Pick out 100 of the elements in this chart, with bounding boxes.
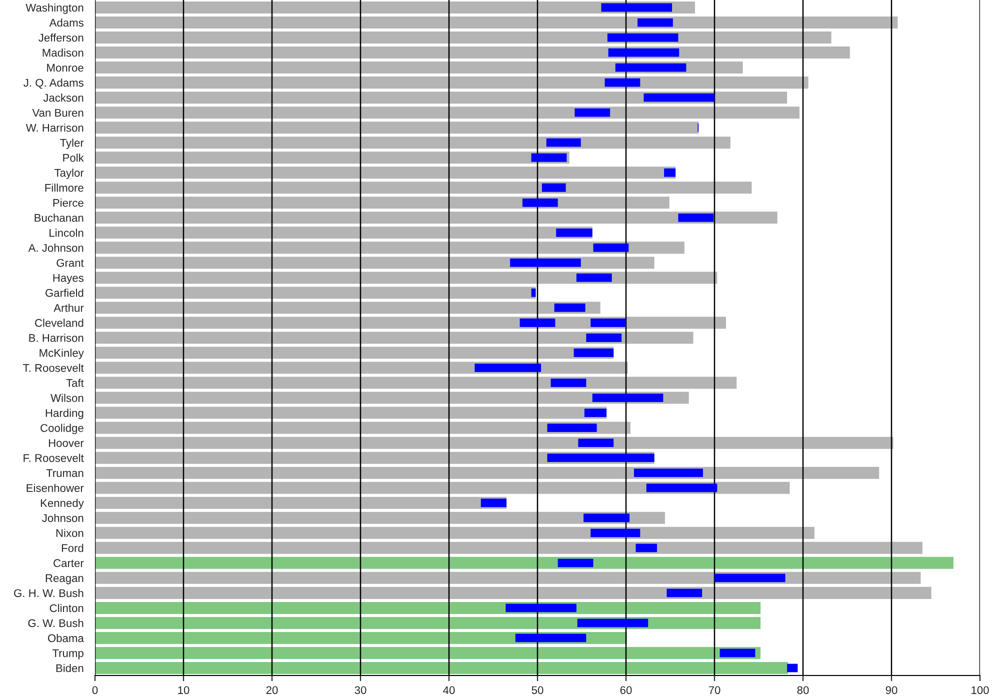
y-tick-label: Ford — [62, 544, 84, 552]
bar — [95, 272, 718, 284]
y-tick-label: Hayes — [53, 274, 84, 284]
bar — [474, 364, 542, 372]
y-tick-label: Fillmore — [45, 184, 84, 192]
bar — [644, 93, 714, 102]
bar — [590, 528, 640, 538]
y-tick-label: Truman — [46, 469, 84, 477]
bar — [95, 286, 536, 299]
y-tick-label: Nixon — [56, 528, 84, 538]
y-tick-label: T. Roosevelt — [23, 364, 84, 372]
y-tick-label: Tyler — [60, 138, 84, 149]
y-tick-label: Hoover — [48, 439, 84, 447]
y-tick-label: Wilson — [50, 394, 84, 402]
y-tick-label: Adams — [49, 18, 84, 27]
bar — [510, 258, 581, 267]
y-tick-label: Johnson — [42, 514, 84, 522]
bar — [95, 136, 730, 149]
bar — [480, 498, 507, 508]
bar — [522, 198, 558, 207]
y-tick-label: G. W. Bush — [28, 618, 84, 628]
bar — [95, 316, 726, 329]
y-tick-label: Harding — [46, 408, 84, 420]
bar — [95, 392, 689, 404]
bar — [95, 526, 815, 539]
bar — [636, 544, 657, 552]
y-tick-label: W. Harrison — [26, 124, 84, 132]
bar — [95, 212, 778, 224]
y-tick-label: Jefferson — [38, 34, 84, 42]
bar — [95, 182, 752, 194]
bar — [577, 618, 648, 628]
y-tick-label: F. Roosevelt — [24, 454, 84, 462]
bar — [601, 3, 672, 12]
bar — [95, 646, 761, 659]
bar — [607, 33, 678, 42]
bar — [584, 514, 630, 522]
bar — [678, 213, 714, 222]
y-tick-label: Taylor — [54, 168, 84, 179]
bar — [95, 166, 676, 179]
x-tick-label: 10 — [178, 686, 190, 694]
bar — [664, 168, 676, 177]
y-tick-label: Eisenhower — [26, 484, 84, 492]
x-tick-label: 80 — [797, 686, 809, 694]
bar — [95, 662, 788, 674]
bar — [558, 558, 594, 568]
y-tick-label: Carter — [54, 559, 84, 568]
bar — [638, 18, 673, 27]
bar — [554, 304, 586, 312]
x-tick-label: 20 — [266, 686, 278, 694]
bar — [95, 46, 850, 59]
bar — [531, 288, 536, 297]
x-tick-label: 70 — [708, 686, 720, 694]
y-tick-label: Monroe — [47, 64, 84, 72]
bar — [95, 106, 800, 119]
y-tick-label: Clinton — [50, 604, 84, 612]
bar — [574, 348, 614, 357]
bar — [515, 634, 586, 642]
x-tick-label: 100 — [972, 686, 989, 694]
bar — [604, 78, 640, 87]
bar — [95, 256, 654, 269]
bar — [95, 556, 954, 569]
bar — [578, 438, 614, 448]
y-tick-label: Jackson — [43, 94, 84, 102]
bar — [634, 468, 703, 478]
bar — [95, 226, 592, 239]
bar — [95, 466, 880, 479]
y-tick-label: Obama — [48, 634, 84, 642]
bar — [95, 32, 832, 44]
y-tick-label: Cleveland — [35, 318, 84, 327]
x-tick-label: 0 — [92, 686, 98, 694]
y-tick-label: Reagan — [46, 574, 84, 584]
y-tick-label: Biden — [56, 664, 84, 672]
bar — [592, 394, 664, 402]
bar — [95, 572, 921, 584]
bar — [584, 408, 607, 418]
bar — [720, 648, 756, 658]
bar — [666, 588, 702, 598]
bar — [95, 302, 600, 314]
bar — [576, 274, 612, 282]
bar — [556, 228, 592, 237]
bar — [95, 422, 630, 434]
bar — [787, 664, 798, 672]
bar — [714, 574, 786, 582]
bar — [542, 183, 566, 192]
x-tick-label: 30 — [354, 686, 366, 694]
y-tick-label: Coolidge — [40, 424, 84, 434]
y-tick-label: Washington — [26, 3, 84, 14]
bar — [506, 604, 576, 612]
bar — [646, 484, 718, 492]
bar — [574, 108, 610, 117]
y-tick-label: G. H. W. Bush — [14, 588, 84, 598]
bar — [95, 152, 570, 164]
y-tick-label: Trump — [52, 649, 84, 660]
bar — [547, 454, 654, 462]
bar — [95, 616, 761, 629]
y-tick-label: Madison — [42, 48, 84, 57]
y-tick-label: Grant — [56, 258, 84, 267]
bar — [95, 242, 684, 254]
bar — [590, 318, 626, 327]
bar — [95, 376, 737, 389]
